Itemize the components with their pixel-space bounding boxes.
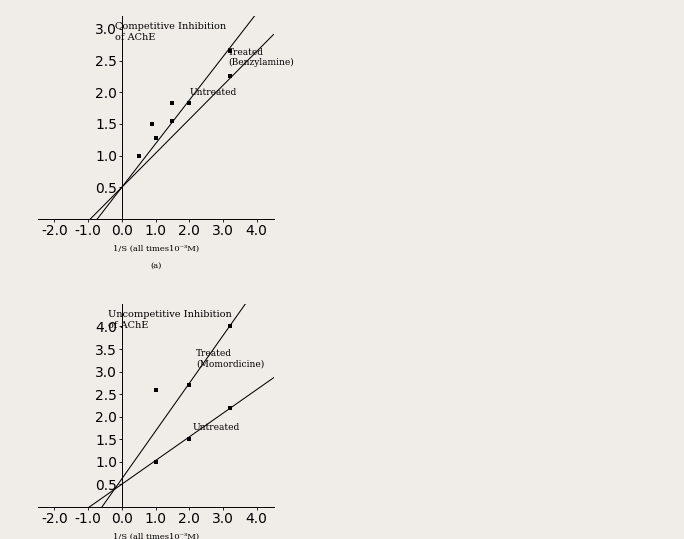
- Text: Uncompetitive Inhibition
of AChE: Uncompetitive Inhibition of AChE: [108, 310, 232, 330]
- Point: [184, 435, 195, 444]
- Text: Competitive Inhibition
of AChE: Competitive Inhibition of AChE: [116, 22, 226, 43]
- Text: Treated
(Benzylamine): Treated (Benzylamine): [228, 48, 294, 67]
- Text: 1/S (all times10⁻³M): 1/S (all times10⁻³M): [113, 533, 198, 539]
- Text: (a): (a): [150, 261, 161, 270]
- Point: [184, 99, 195, 107]
- Point: [147, 120, 158, 128]
- Point: [150, 385, 161, 394]
- Point: [150, 457, 161, 466]
- Point: [224, 47, 235, 56]
- Text: Treated
(Momordicine): Treated (Momordicine): [196, 349, 264, 369]
- Point: [224, 72, 235, 81]
- Point: [224, 322, 235, 331]
- Point: [167, 99, 178, 107]
- Text: 1/S (all times10⁻³M): 1/S (all times10⁻³M): [113, 245, 198, 253]
- Point: [167, 116, 178, 125]
- Point: [224, 403, 235, 412]
- Point: [184, 381, 195, 389]
- Point: [133, 151, 144, 160]
- Point: [150, 134, 161, 142]
- Text: Untreated: Untreated: [189, 88, 237, 96]
- Text: Untreated: Untreated: [193, 423, 240, 432]
- Point: [150, 134, 161, 142]
